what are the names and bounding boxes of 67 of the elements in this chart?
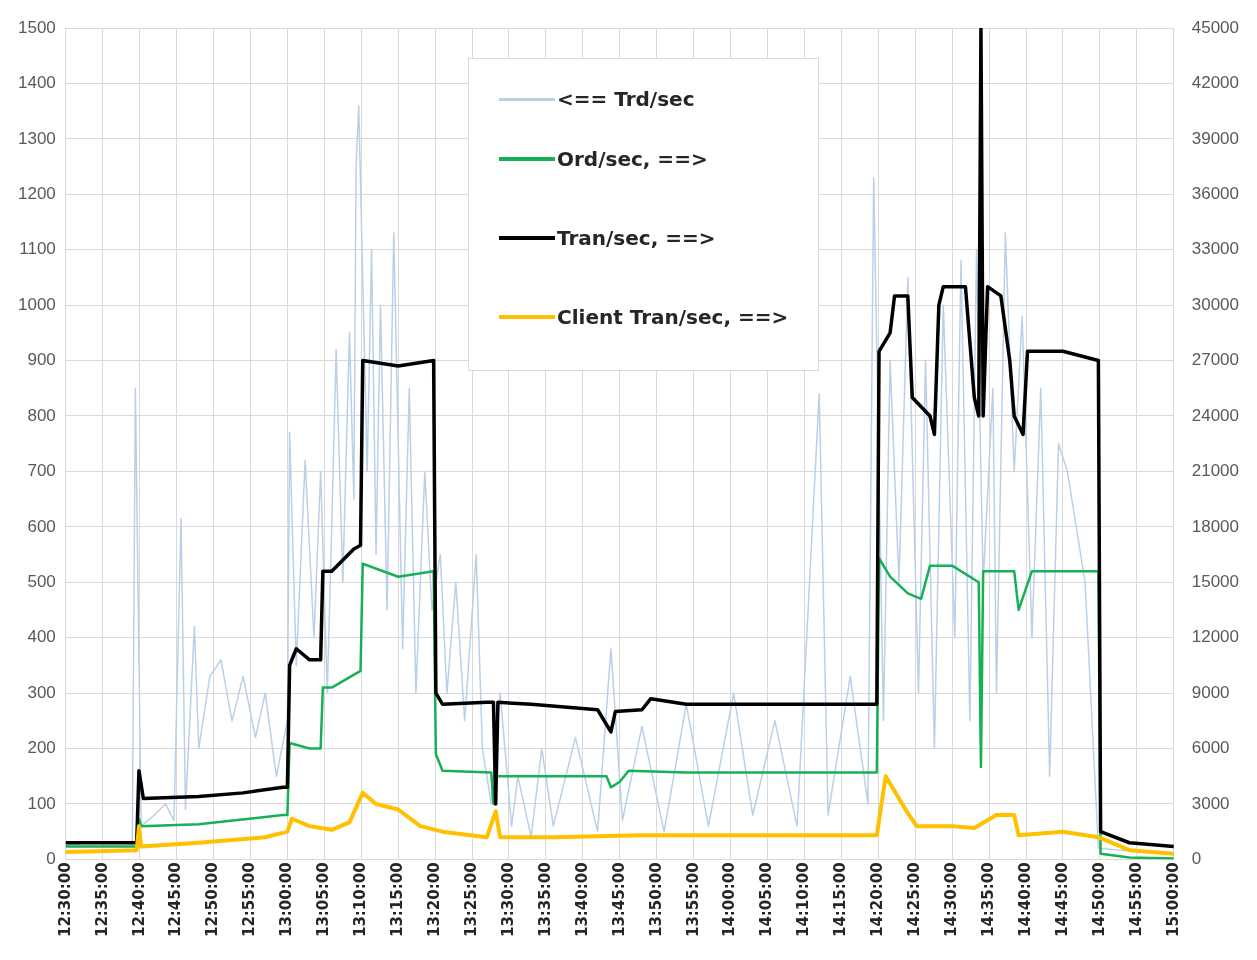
x-tick-label: 13:10:00: [351, 862, 370, 938]
x-tick-label: 12:55:00: [240, 862, 259, 938]
x-tick-label: 14:10:00: [794, 862, 813, 938]
legend-label: Ord/sec, ==>: [557, 146, 708, 171]
y-tick-label: 0: [46, 849, 56, 869]
x-tick-label: 12:35:00: [92, 862, 111, 938]
legend-label: Client Tran/sec, ==>: [557, 304, 789, 329]
y-tick-label: 700: [27, 461, 56, 481]
y2-tick-label: 42000: [1191, 73, 1240, 93]
x-tick-label: 14:40:00: [1015, 862, 1034, 938]
x-tick-label: 14:20:00: [868, 862, 887, 938]
y2-tick-label: 24000: [1191, 405, 1240, 425]
x-tick-label: 14:50:00: [1089, 862, 1108, 938]
y-tick-label: 1500: [17, 17, 56, 37]
y2-tick-label: 9000: [1191, 682, 1230, 702]
y-tick-label: 800: [27, 405, 56, 425]
y-tick-label: 100: [27, 793, 56, 813]
y2-tick-label: 39000: [1191, 128, 1240, 148]
y2-tick-label: 36000: [1191, 183, 1240, 203]
y2-tick-label: 33000: [1191, 239, 1240, 259]
x-tick-label: 14:30:00: [942, 862, 961, 938]
x-tick-label: 13:55:00: [683, 862, 702, 938]
y2-tick-label: 15000: [1191, 571, 1240, 591]
y2-tick-label: 12000: [1191, 627, 1240, 647]
y-tick-label: 1200: [17, 183, 56, 203]
y-tick-label: 1300: [17, 128, 56, 148]
x-tick-label: 13:30:00: [498, 862, 517, 938]
x-tick-label: 13:45:00: [609, 862, 628, 938]
x-tick-label: 14:35:00: [978, 862, 997, 938]
legend-label: <== Trd/sec: [557, 87, 695, 111]
x-tick-label: 13:15:00: [388, 862, 407, 938]
y-tick-label: 500: [27, 571, 56, 591]
y2-tick-label: 6000: [1191, 738, 1230, 758]
y2-tick-label: 27000: [1191, 350, 1240, 370]
y-tick-label: 1000: [17, 294, 56, 314]
x-tick-label: 13:00:00: [277, 862, 296, 938]
x-tick-label: 13:35:00: [535, 862, 554, 938]
y2-tick-label: 18000: [1191, 516, 1240, 536]
y2-tick-label: 0: [1191, 849, 1202, 869]
y2-tick-label: 45000: [1191, 17, 1240, 37]
x-tick-label: 14:55:00: [1126, 862, 1145, 938]
y2-tick-label: 30000: [1191, 294, 1240, 314]
x-tick-label: 12:45:00: [166, 862, 185, 938]
x-tick-label: 12:30:00: [55, 862, 74, 938]
x-tick-label: 14:45:00: [1052, 862, 1071, 938]
y2-tick-label: 21000: [1191, 461, 1240, 481]
x-tick-label: 13:20:00: [425, 862, 444, 938]
x-tick-label: 14:25:00: [905, 862, 924, 938]
y-tick-label: 300: [27, 682, 56, 702]
y-tick-label: 900: [27, 350, 56, 370]
x-tick-label: 12:50:00: [203, 862, 222, 938]
x-tick-label: 13:50:00: [646, 862, 665, 938]
y-tick-label: 1400: [17, 73, 56, 93]
y-tick-label: 1100: [19, 239, 56, 259]
x-tick-label: 14:15:00: [831, 862, 850, 938]
y-tick-label: 600: [27, 516, 56, 536]
x-tick-label: 13:40:00: [572, 862, 591, 938]
legend-label: Tran/sec, ==>: [557, 225, 716, 250]
x-tick-label: 14:05:00: [757, 862, 776, 938]
x-tick-label: 15:00:00: [1163, 862, 1182, 938]
x-tick-label: 13:05:00: [314, 862, 333, 938]
y2-tick-label: 3000: [1191, 793, 1230, 813]
y-tick-label: 200: [27, 738, 56, 758]
x-tick-label: 14:00:00: [720, 862, 739, 938]
x-tick-label: 13:25:00: [461, 862, 480, 938]
y-tick-label: 400: [27, 627, 56, 647]
x-tick-label: 12:40:00: [129, 862, 148, 938]
